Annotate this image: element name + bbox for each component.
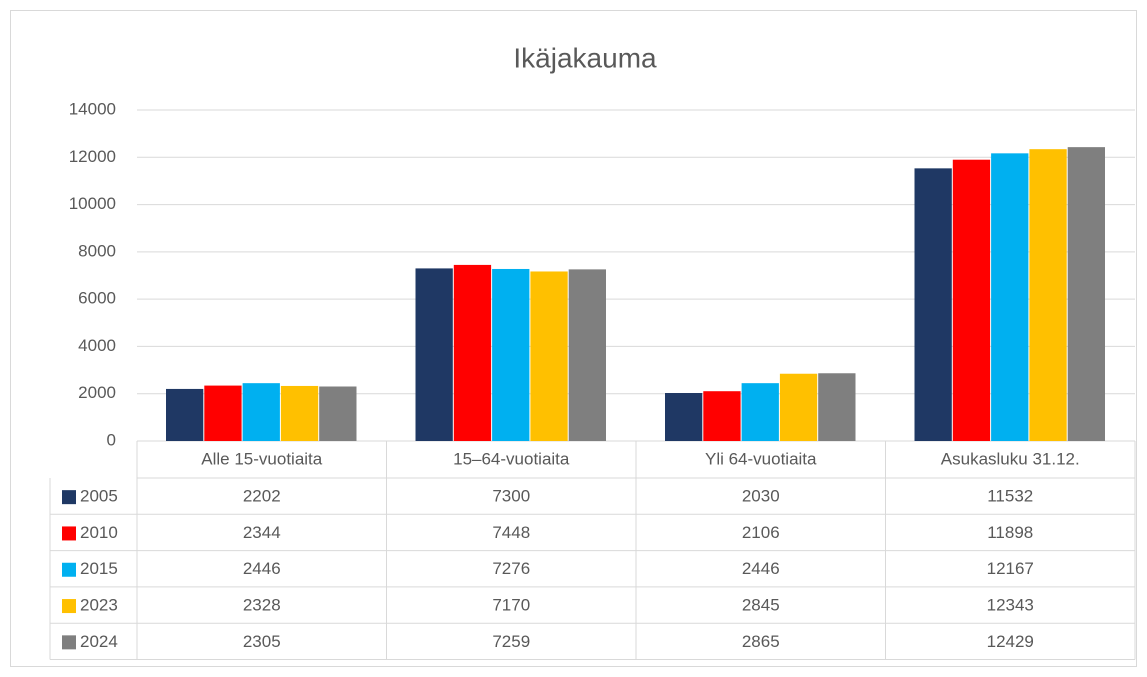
bar bbox=[204, 385, 242, 441]
bar bbox=[914, 168, 952, 441]
legend-swatch bbox=[62, 562, 76, 577]
table-value: 11532 bbox=[987, 487, 1033, 506]
legend-swatch bbox=[62, 490, 76, 505]
bar bbox=[779, 373, 818, 441]
table-value: 2328 bbox=[243, 596, 281, 615]
bar bbox=[952, 159, 991, 442]
y-tick-label: 8000 bbox=[78, 241, 116, 260]
table-value: 2446 bbox=[243, 559, 281, 578]
legend-label: 2005 bbox=[80, 487, 118, 506]
legend-label: 2024 bbox=[80, 632, 118, 651]
chart-title: Ikäjakauma bbox=[513, 42, 657, 73]
bar bbox=[530, 271, 568, 441]
bar bbox=[319, 386, 357, 441]
table-value: 2030 bbox=[742, 487, 780, 506]
y-tick-label: 14000 bbox=[69, 99, 116, 118]
legend-swatch bbox=[62, 526, 76, 541]
bar bbox=[242, 383, 280, 441]
x-tick-label: Alle 15-vuotiaita bbox=[201, 449, 323, 468]
table-value: 2865 bbox=[742, 632, 780, 651]
table-value: 7276 bbox=[492, 559, 530, 578]
bar bbox=[453, 264, 492, 441]
bar bbox=[741, 383, 779, 441]
table-value: 7300 bbox=[492, 487, 530, 506]
table-value: 7448 bbox=[492, 523, 530, 542]
table-value: 2305 bbox=[243, 632, 281, 651]
y-tick-label: 10000 bbox=[69, 194, 116, 213]
y-tick-label: 6000 bbox=[78, 289, 116, 308]
x-tick-label: Yli 64-vuotiaita bbox=[705, 449, 817, 468]
legend-swatch bbox=[62, 599, 76, 614]
table-value: 12167 bbox=[987, 559, 1034, 578]
x-tick-label: 15–64-vuotiaita bbox=[453, 449, 570, 468]
table-value: 2106 bbox=[742, 523, 780, 542]
table-value: 2446 bbox=[742, 559, 780, 578]
bar bbox=[166, 388, 204, 441]
legend-label: 2015 bbox=[80, 559, 118, 578]
legend-swatch bbox=[62, 635, 76, 650]
bar bbox=[818, 373, 856, 441]
legend-label: 2023 bbox=[80, 596, 118, 615]
table-value: 2344 bbox=[243, 523, 281, 542]
y-tick-label: 0 bbox=[107, 430, 116, 449]
table-value: 2845 bbox=[742, 596, 780, 615]
y-tick-label: 4000 bbox=[78, 336, 116, 355]
bar bbox=[415, 268, 453, 441]
bar bbox=[280, 385, 319, 441]
bar bbox=[568, 269, 606, 441]
y-tick-label: 2000 bbox=[78, 383, 116, 402]
bar bbox=[492, 268, 530, 441]
bar bbox=[703, 391, 741, 441]
table-value: 11898 bbox=[987, 523, 1033, 542]
y-tick-label: 12000 bbox=[69, 147, 116, 166]
table-value: 12343 bbox=[987, 596, 1034, 615]
table-value: 7259 bbox=[492, 632, 530, 651]
bar bbox=[665, 393, 703, 441]
bar bbox=[1029, 149, 1067, 441]
table-value: 2202 bbox=[243, 487, 281, 506]
bar bbox=[991, 153, 1029, 442]
x-tick-label: Asukasluku 31.12. bbox=[941, 449, 1080, 468]
table-value: 7170 bbox=[492, 596, 530, 615]
legend-label: 2010 bbox=[80, 523, 118, 542]
bar bbox=[1067, 147, 1105, 441]
table-value: 12429 bbox=[987, 632, 1034, 651]
